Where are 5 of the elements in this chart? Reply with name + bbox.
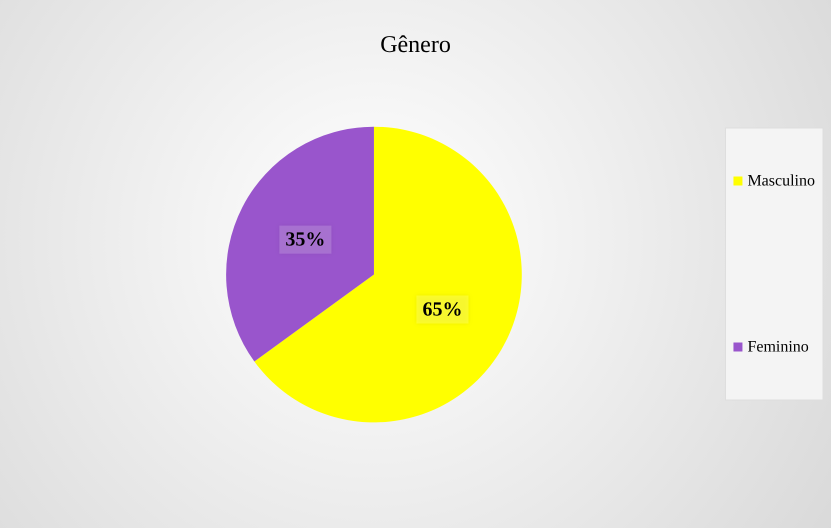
chart-title: Gênero — [380, 32, 451, 58]
data-label: 65% — [422, 298, 462, 320]
legend-label: Masculino — [747, 172, 815, 190]
legend-label: Feminino — [747, 338, 809, 356]
data-label: 35% — [285, 228, 326, 251]
